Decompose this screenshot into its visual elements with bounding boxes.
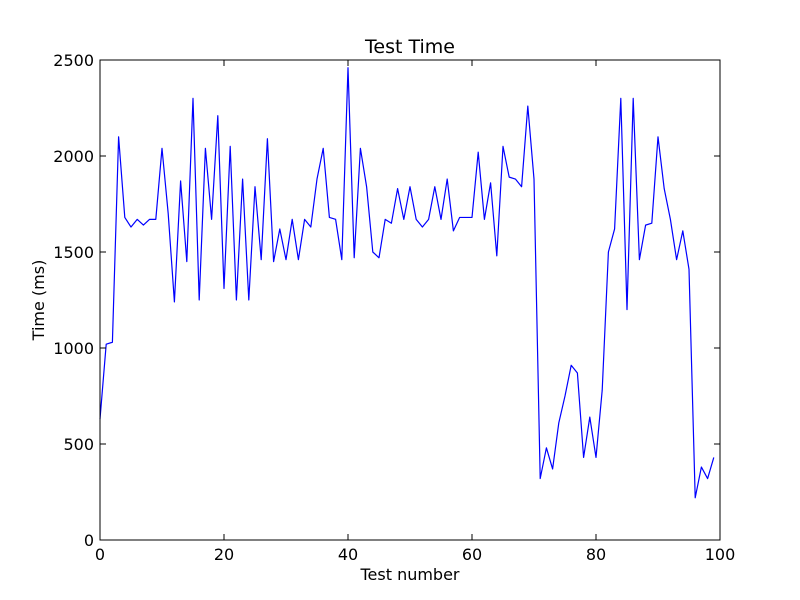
series-line-0	[99, 67, 715, 499]
y-tick-label: 1000	[53, 339, 94, 358]
y-tick-label: 2500	[53, 51, 94, 70]
y-tick-label: 0	[84, 531, 94, 550]
plot-area	[99, 67, 715, 499]
x-axis-label: Test number	[359, 565, 459, 584]
x-tick-label: 20	[214, 545, 234, 564]
plot-frame	[99, 59, 721, 541]
y-axis-label: Time (ms)	[29, 260, 48, 342]
x-tick-label: 60	[462, 545, 482, 564]
y-tick-label: 1500	[53, 243, 94, 262]
x-tick-label: 40	[338, 545, 358, 564]
x-tick-label: 0	[95, 545, 105, 564]
chart-title: Test Time	[364, 36, 455, 58]
x-tick-label: 80	[586, 545, 606, 564]
y-tick-label: 500	[63, 435, 94, 454]
y-tick-label: 2000	[53, 147, 94, 166]
x-tick-label: 100	[705, 545, 736, 564]
